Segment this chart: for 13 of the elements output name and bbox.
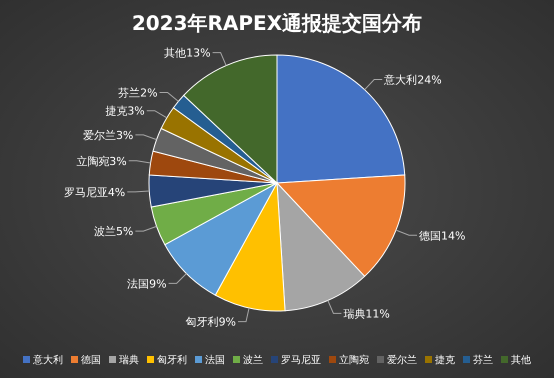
chart-title: 2023年RAPEX通报提交国分布 — [132, 11, 422, 35]
legend-label: 捷克 — [435, 354, 455, 366]
legend-label: 爱尔兰 — [387, 354, 417, 366]
legend-label: 其他 — [511, 354, 531, 366]
legend-label: 芬兰 — [473, 354, 493, 366]
legend-label: 法国 — [205, 354, 225, 366]
legend-label: 波兰 — [243, 354, 263, 366]
legend-label: 瑞典 — [119, 354, 139, 366]
legend-label: 匈牙利 — [157, 354, 187, 366]
legend-label: 德国 — [81, 355, 101, 366]
legend-label: 意大利 — [32, 354, 63, 366]
legend-label: 立陶宛 — [339, 354, 369, 366]
legend-label: 罗马尼亚 — [281, 355, 321, 366]
